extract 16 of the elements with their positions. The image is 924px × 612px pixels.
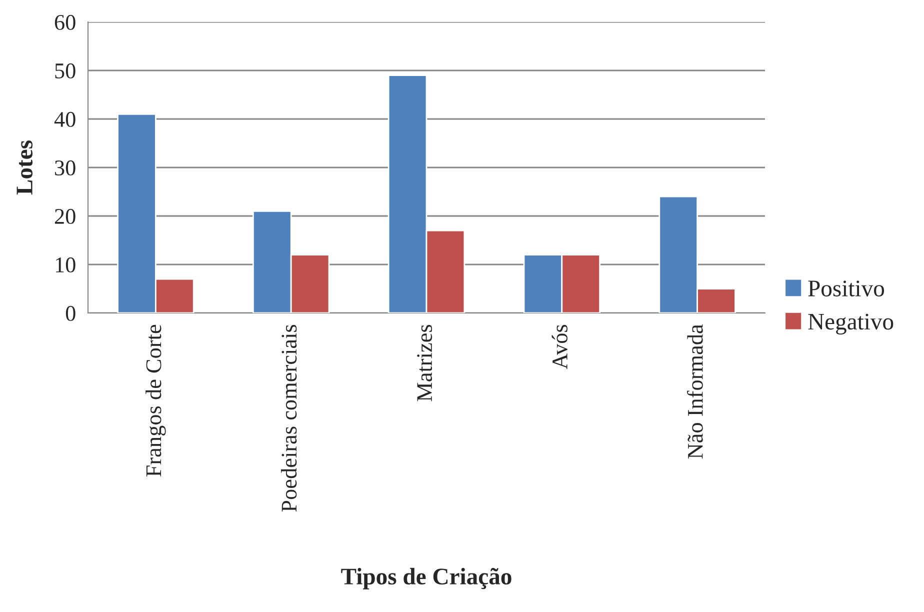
y-tick-label: 40 xyxy=(54,112,76,127)
y-tick-label: 0 xyxy=(66,306,76,321)
x-tick-label: Não Informada xyxy=(687,324,703,459)
legend-label: Negativo xyxy=(808,314,894,335)
legend-label: Positivo xyxy=(808,280,884,296)
x-axis-title: Tipos de Criação xyxy=(341,568,512,590)
x-tick-label: Poedeiras comerciais xyxy=(281,324,297,512)
y-tick-label: 60 xyxy=(54,14,76,30)
x-tick-label: Avós xyxy=(552,324,568,370)
y-tick-label: 20 xyxy=(54,208,76,224)
y-tick-label: 50 xyxy=(55,63,76,78)
x-tick-label: Matrizes xyxy=(417,324,432,402)
x-tick-label: Frangos de Corte xyxy=(146,324,166,477)
y-tick-label: 30 xyxy=(55,160,76,176)
y-tick-label: 10 xyxy=(56,257,76,272)
y-axis-title: Lotes xyxy=(16,140,33,195)
